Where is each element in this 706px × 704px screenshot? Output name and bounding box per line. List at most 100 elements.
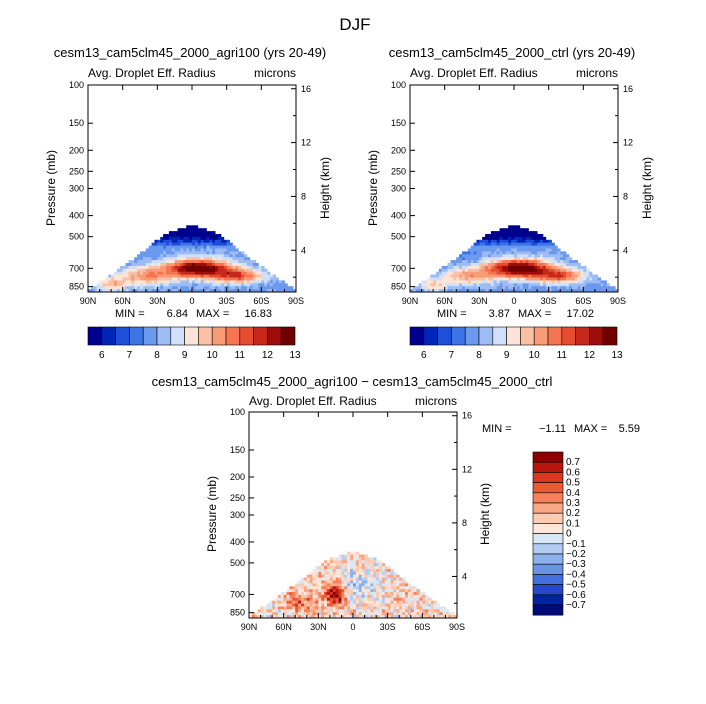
heatmap-cell: [140, 257, 144, 261]
heatmap-cell: [174, 242, 178, 247]
heatmap-cell: [407, 583, 412, 587]
heatmap-cell: [332, 580, 337, 584]
heatmap-cell: [131, 280, 135, 284]
heatmap-cell: [335, 600, 339, 604]
heatmap-cell: [606, 283, 610, 287]
heatmap-cell: [353, 592, 357, 596]
heatmap-cell: [267, 280, 271, 284]
heatmap-cell: [189, 236, 193, 241]
heatmap-cell: [358, 580, 363, 584]
heatmap-cell: [145, 260, 150, 264]
heatmap-cell: [557, 254, 561, 258]
heatmap-cell: [563, 286, 567, 290]
heatmap-cell: [277, 615, 282, 619]
heatmap-cell: [488, 271, 492, 275]
heatmap-cell: [493, 231, 498, 235]
heatmap-cell: [431, 609, 435, 613]
heatmap-cell: [496, 245, 500, 249]
heatmap-cell: [192, 260, 196, 264]
heatmap-cell: [171, 257, 176, 261]
heatmap-cell: [545, 239, 550, 244]
heatmap-cell: [450, 283, 454, 287]
heatmap-cell: [206, 286, 210, 290]
heatmap-cell: [407, 603, 412, 607]
heatmap-cell: [445, 612, 449, 616]
heatmap-cell: [183, 236, 187, 241]
heatmap-cell: [341, 554, 345, 558]
heatmap-cell: [350, 589, 354, 593]
heatmap-cell: [125, 283, 129, 287]
plot-area: 90N 60N 30N 0 30S 60S 90S100150200250300400500…: [69, 80, 311, 306]
heatmap-cell: [367, 580, 371, 584]
heatmap-cell: [364, 597, 368, 602]
heatmap-cell: [367, 560, 371, 564]
heatmap-cell: [200, 242, 204, 247]
heatmap-cell: [445, 609, 449, 613]
heatmap-cell: [347, 597, 351, 602]
heatmap-cell: [522, 257, 526, 261]
heatmap-cell: [218, 274, 222, 278]
heatmap-cell: [218, 248, 222, 252]
heatmap-cell: [209, 283, 213, 287]
heatmap-cell: [554, 268, 558, 273]
heatmap-cell: [329, 597, 334, 602]
heatmap-cell: [327, 560, 331, 564]
colorbar-swatch: [520, 326, 535, 346]
colorbar-label: 0.6: [566, 467, 580, 478]
heatmap-cell: [358, 554, 363, 558]
units-label: microns: [576, 66, 618, 80]
heatmap-cell: [192, 236, 196, 241]
heatmap-cell: [223, 286, 228, 290]
heatmap-cell: [381, 609, 386, 613]
heatmap-cell: [390, 603, 394, 607]
heatmap-cell: [479, 274, 483, 278]
heatmap-cell: [568, 271, 573, 275]
y-tick-label: 100: [69, 80, 84, 90]
heatmap-cell: [289, 586, 293, 590]
heatmap-cell: [390, 571, 394, 576]
heatmap-cell: [171, 248, 176, 252]
heatmap-cell: [235, 286, 239, 290]
heatmap-cell: [551, 248, 555, 252]
heatmap-cell: [531, 236, 535, 241]
heatmap-cell: [212, 245, 216, 249]
heatmap-cell: [516, 265, 521, 270]
heatmap-cell: [341, 560, 345, 564]
heatmap-cell: [508, 257, 512, 261]
heatmap-cell: [433, 606, 438, 610]
heatmap-cell: [528, 268, 532, 273]
heatmap-cell: [226, 254, 230, 258]
heatmap-cell: [534, 231, 538, 235]
heatmap-cell: [355, 557, 360, 561]
heatmap-cell: [260, 609, 264, 613]
heatmap-cell: [431, 603, 435, 607]
heatmap-cell: [470, 263, 474, 267]
heatmap-cell: [525, 236, 529, 241]
heatmap-cell: [453, 263, 457, 267]
heatmap-cell: [499, 271, 503, 275]
heatmap-cell: [447, 265, 451, 270]
heatmap-cell: [281, 280, 285, 284]
heatmap-cell: [522, 277, 526, 281]
heatmap-cell: [264, 274, 268, 278]
colorbar-label: 12: [584, 350, 596, 361]
heatmap-cell: [516, 260, 521, 264]
heatmap-cell: [183, 268, 187, 273]
heatmap-cell: [142, 251, 147, 255]
heatmap-cell: [496, 239, 500, 244]
heatmap-cell: [332, 600, 337, 604]
heatmap-cell: [303, 580, 308, 584]
heatmap-cell: [309, 600, 313, 604]
heatmap-cell: [238, 268, 242, 273]
x-tick-label: 90S: [610, 296, 626, 306]
heatmap-cell: [197, 274, 202, 278]
heatmap-cell: [215, 289, 219, 293]
heatmap-cell: [519, 257, 524, 261]
heatmap-cell: [522, 245, 526, 249]
colorbar-swatch: [532, 451, 564, 463]
heatmap-cell: [407, 589, 412, 593]
heatmap-cell: [350, 577, 354, 581]
heatmap-cell: [200, 283, 204, 287]
heatmap-cell: [373, 580, 377, 584]
heatmap-cell: [396, 609, 400, 613]
